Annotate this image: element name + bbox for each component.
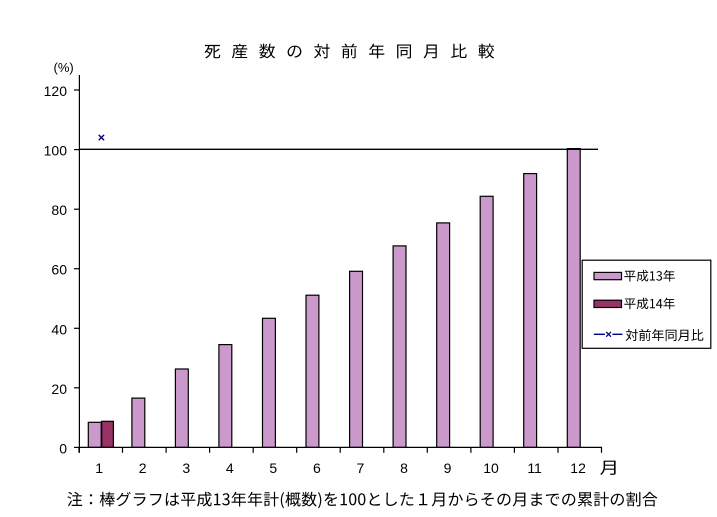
svg-text:11: 11 xyxy=(527,460,542,476)
svg-text:8: 8 xyxy=(400,460,408,476)
svg-text:9: 9 xyxy=(444,460,452,476)
svg-text:7: 7 xyxy=(357,460,365,476)
svg-text:80: 80 xyxy=(51,202,67,218)
svg-text:4: 4 xyxy=(226,460,234,476)
svg-text:40: 40 xyxy=(51,321,67,337)
svg-text:6: 6 xyxy=(313,460,321,476)
svg-text:12: 12 xyxy=(570,460,586,476)
svg-text:20: 20 xyxy=(51,381,67,397)
svg-text:10: 10 xyxy=(483,460,499,476)
svg-text:60: 60 xyxy=(51,262,67,278)
svg-text:(%): (%) xyxy=(54,60,74,75)
svg-text:0: 0 xyxy=(59,440,67,456)
svg-text:120: 120 xyxy=(44,83,68,99)
svg-text:2: 2 xyxy=(139,460,147,476)
svg-text:100: 100 xyxy=(44,143,68,159)
svg-text:5: 5 xyxy=(269,460,277,476)
svg-text:3: 3 xyxy=(182,460,190,476)
svg-text:1: 1 xyxy=(95,460,103,476)
